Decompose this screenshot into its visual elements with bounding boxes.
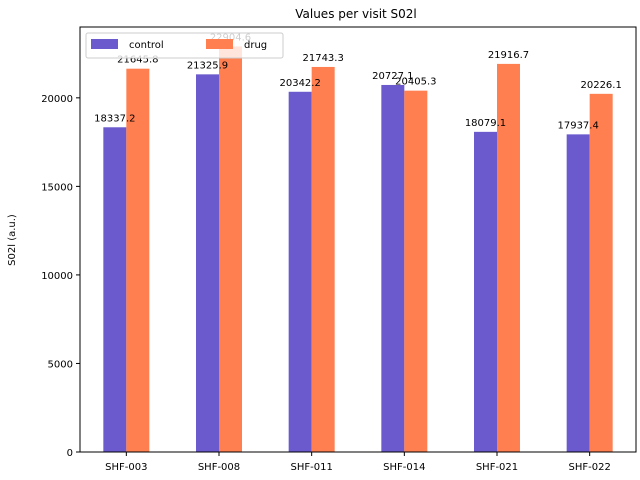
- x-ticks: SHF-003 SHF-008 SHF-011 SHF-014 SHF-021 SHF-0…: [105, 452, 611, 473]
- legend-swatch-control: [91, 39, 118, 49]
- x-tick-label: SHF-008: [198, 462, 240, 473]
- data-label-control-SHF-022: 17937.4: [557, 120, 598, 131]
- y-tick-label: 10000: [41, 271, 73, 282]
- bar-drug-SHF-011: [311, 66, 335, 452]
- y-ticks: 0 5000 10000 15000 20000: [41, 94, 80, 459]
- legend-label-control: control: [129, 40, 164, 51]
- bar-control-SHF-021: [474, 131, 497, 452]
- x-tick-label: SHF-021: [476, 462, 518, 473]
- bar-drug-SHF-021: [497, 63, 520, 452]
- bar-drug-SHF-008: [219, 46, 242, 453]
- plot-frame: [79, 26, 637, 453]
- y-axis-label: S02l (a.u.): [7, 214, 18, 266]
- y-tick-label: 20000: [41, 94, 73, 105]
- legend-swatch-drug: [206, 39, 233, 49]
- x-tick-label: SHF-014: [383, 462, 425, 473]
- data-label-control-SHF-008: 21325.9: [187, 60, 228, 71]
- y-tick-label: 15000: [41, 182, 73, 193]
- bar-drug-SHF-014: [404, 90, 428, 453]
- chart-title: Values per visit S02l: [295, 7, 417, 21]
- data-label-control-SHF-014: 20727.1: [372, 71, 413, 82]
- data-label-drug-SHF-014: 20405.3: [395, 77, 436, 88]
- bar-control-SHF-011: [288, 91, 312, 452]
- bar-control-SHF-014: [381, 84, 405, 452]
- legend-label-drug: drug: [244, 40, 267, 51]
- bars-layer: [103, 46, 613, 453]
- data-label-control-SHF-003: 18337.2: [94, 113, 135, 124]
- data-label-drug-SHF-003: 21645.8: [117, 55, 158, 66]
- data-label-drug-SHF-022: 20226.1: [580, 80, 621, 91]
- bar-drug-SHF-003: [126, 68, 150, 452]
- legend: control drug: [85, 32, 284, 59]
- data-label-control-SHF-021: 18079.1: [465, 118, 506, 129]
- y-tick-label: 5000: [48, 359, 73, 370]
- data-label-drug-SHF-011: 21743.3: [302, 53, 343, 64]
- x-tick-label: SHF-011: [291, 462, 333, 473]
- y-tick-label: 0: [67, 448, 73, 459]
- bar-control-SHF-003: [103, 127, 127, 452]
- bar-control-SHF-008: [196, 74, 219, 452]
- data-label-drug-SHF-021: 21916.7: [488, 50, 529, 61]
- bar-control-SHF-022: [566, 134, 590, 453]
- data-label-control-SHF-011: 20342.2: [279, 78, 320, 89]
- bar-drug-SHF-022: [589, 93, 613, 453]
- x-tick-label: SHF-022: [569, 462, 611, 473]
- x-tick-label: SHF-003: [105, 462, 147, 473]
- legend-box: [85, 32, 284, 59]
